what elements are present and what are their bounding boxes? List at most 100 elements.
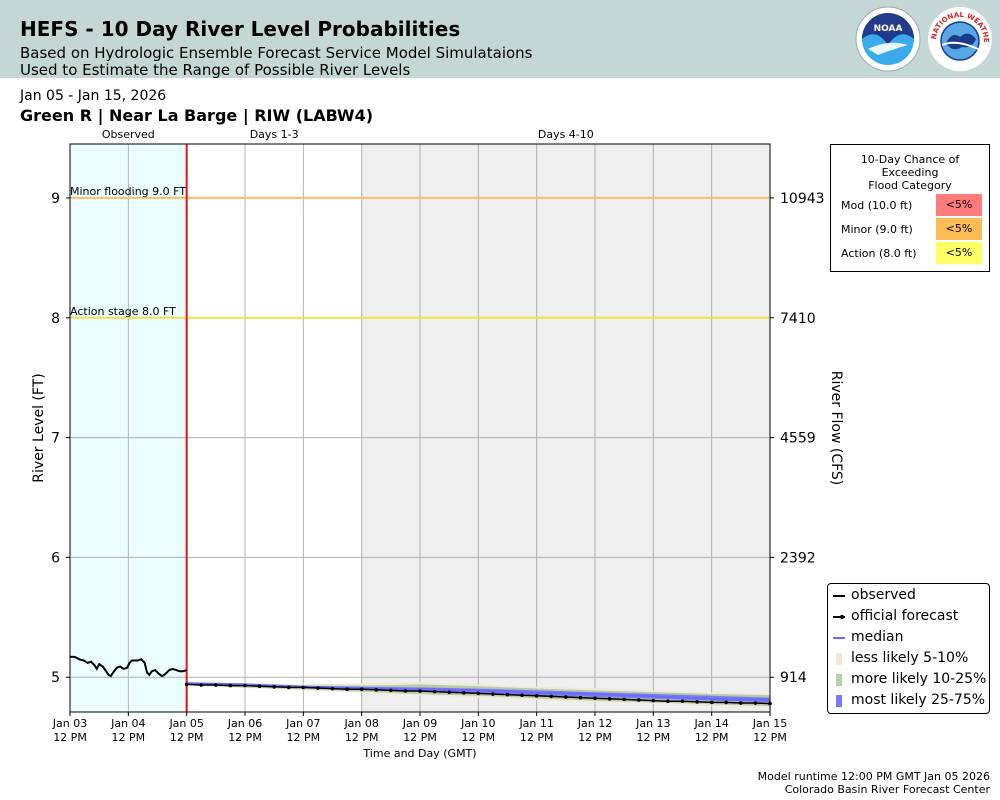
- forecast-point: [739, 701, 743, 705]
- legend-item-less-likely: less likely 5-10%: [828, 649, 989, 669]
- threshold-label-1: Action stage 8.0 FT: [70, 305, 176, 318]
- forecast-point: [199, 683, 204, 687]
- legend-item-more-likely: more likely 10-25%: [828, 670, 989, 690]
- probability-title-line2: Exceeding: [881, 166, 939, 179]
- y-tick-label: 5: [51, 670, 60, 686]
- page-subtitle-line1: Based on Hydrologic Ensemble Forecast Se…: [20, 44, 533, 62]
- y-axis-title: River Level (FT): [31, 373, 47, 482]
- noaa-logo: NOAA: [855, 6, 921, 72]
- x-tick-day: Jan 10: [460, 717, 495, 730]
- flood-probability-table: 10-Day Chance of Exceeding Flood Categor…: [830, 144, 990, 272]
- legend-symbol-more-likely: [836, 674, 842, 686]
- forecast-point: [286, 685, 291, 690]
- threshold-label-0: Minor flooding 9.0 FT: [70, 185, 186, 198]
- forecast-point: [345, 687, 349, 692]
- x-tick-day: Jan 06: [227, 717, 262, 730]
- legend-label-observed: observed: [851, 587, 916, 603]
- forecast-point: [651, 698, 656, 703]
- region-label-0: Observed: [102, 128, 155, 141]
- observed-line: [70, 655, 188, 678]
- forecast-point: [447, 690, 451, 695]
- legend-item-most-likely: most likely 25-75%: [828, 691, 989, 711]
- legend-symbol-median: [833, 637, 845, 639]
- legend-item-median: median: [828, 628, 989, 648]
- forecast-point: [607, 697, 612, 701]
- x-tick-day: Jan 08: [343, 717, 378, 730]
- probability-value-minor: <5%: [936, 218, 982, 240]
- x-axis-title: Time and Day (GMT): [362, 747, 476, 760]
- forecast-point: [432, 689, 437, 694]
- x-tick-time: 12 PM: [53, 731, 87, 744]
- x-tick-day: Jan 04: [110, 717, 145, 730]
- forecast-regions: [70, 144, 770, 712]
- legend-item-official-forecast: official forecast: [828, 607, 989, 627]
- legend-label-more-likely: more likely 10-25%: [851, 671, 987, 687]
- legend-label-official-forecast: official forecast: [851, 608, 959, 624]
- y2-tick-label: 7410: [780, 311, 816, 327]
- x-tick-day: Jan 05: [168, 717, 203, 730]
- y-tick-label: 7: [51, 431, 60, 447]
- legend-label-most-likely: most likely 25-75%: [851, 692, 986, 708]
- forecast-point: [593, 696, 597, 701]
- chart-labels: Observed Days 1-3 Days 4-10 Minor flooding …: [31, 128, 844, 760]
- x-tick-day: Jan 09: [402, 717, 437, 730]
- region-2: [361, 144, 770, 712]
- y2-tick-label: 10943: [780, 191, 825, 207]
- forecast-point: [578, 695, 583, 700]
- x-tick-time: 12 PM: [345, 731, 379, 744]
- forecast-point: [316, 686, 320, 690]
- x-tick-day: Jan 03: [52, 717, 87, 730]
- forecast-point: [184, 682, 189, 687]
- forecast-point: [680, 699, 685, 704]
- forecast-point: [695, 700, 699, 704]
- x-tick-day: Jan 14: [693, 717, 728, 730]
- forecast-point: [491, 692, 495, 696]
- probability-table-title: 10-Day Chance of Exceeding Flood Categor…: [831, 153, 989, 192]
- y2-axis-title: River Flow (CFS): [828, 371, 844, 486]
- probability-value-moderate: <5%: [936, 194, 982, 216]
- forecast-point: [214, 683, 218, 687]
- legend-label-less-likely: less likely 5-10%: [851, 650, 969, 666]
- y-tick-label: 6: [51, 550, 60, 566]
- x-tick-time: 12 PM: [403, 731, 437, 744]
- forecast-point: [549, 694, 554, 699]
- forecast-point: [622, 697, 626, 702]
- legend-symbol-observed: [833, 595, 845, 597]
- probability-label-action: Action (8.0 ft): [841, 247, 917, 260]
- forecast-center: Colorado Basin River Forecast Center: [784, 783, 990, 796]
- probability-row-action: Action (8.0 ft) <5%: [831, 242, 989, 264]
- forecast-point: [564, 695, 568, 699]
- page-header: HEFS - 10 Day River Level Probabilities …: [0, 0, 1000, 79]
- probability-title-line3: Flood Category: [868, 179, 952, 192]
- forecast-point: [403, 689, 408, 693]
- x-tick-time: 12 PM: [637, 731, 671, 744]
- chart-axes: [66, 143, 774, 716]
- probability-title-line1: 10-Day Chance of: [860, 153, 960, 166]
- y2-tick-label: 914: [780, 670, 807, 686]
- x-tick-time: 12 PM: [112, 731, 146, 744]
- forecast-point: [374, 688, 379, 692]
- legend-item-observed: observed: [828, 586, 989, 606]
- page-subtitle-line2: Used to Estimate the Range of Possible R…: [20, 61, 411, 79]
- x-tick-time: 12 PM: [462, 731, 496, 744]
- noaa-logo-text: NOAA: [874, 24, 903, 34]
- legend-label-median: median: [851, 629, 904, 645]
- x-tick-time: 12 PM: [578, 731, 612, 744]
- forecast-point: [272, 685, 276, 689]
- forecast-point: [330, 686, 335, 691]
- median-line: [186, 682, 771, 701]
- x-tick-day: Jan 12: [577, 717, 612, 730]
- forecast-point: [724, 700, 729, 705]
- x-tick-time: 12 PM: [695, 731, 729, 744]
- x-tick-time: 12 PM: [228, 731, 262, 744]
- model-runtime: Model runtime 12:00 PM GMT Jan 05 2026: [757, 770, 990, 783]
- chart-series: [70, 144, 772, 712]
- y-tick-label: 8: [51, 311, 60, 327]
- x-tick-time: 12 PM: [287, 731, 321, 744]
- forecast-point: [753, 701, 758, 705]
- forecast-point: [359, 687, 364, 692]
- region-label-2: Days 4-10: [538, 128, 594, 141]
- y2-tick-label: 2392: [780, 550, 816, 566]
- probability-row-moderate: Mod (10.0 ft) <5%: [831, 194, 989, 216]
